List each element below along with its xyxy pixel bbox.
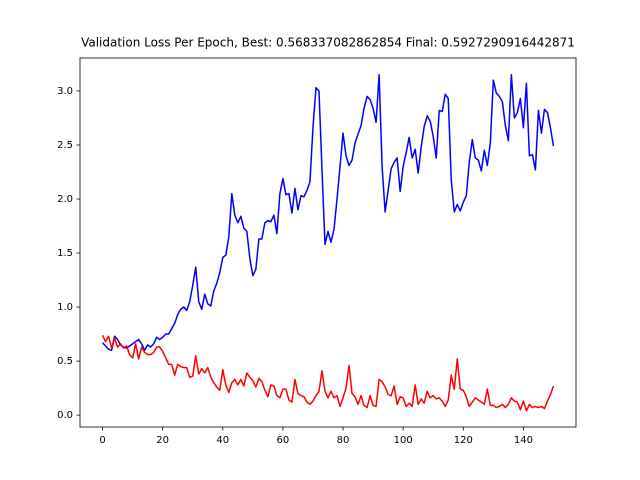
y-tick-label: 2.0 [57,194,73,205]
data-line [101,73,555,352]
x-tick-label: 100 [394,435,413,446]
x-tick-label: 20 [156,435,169,446]
y-tick-label: 2.5 [57,140,73,151]
x-tick-label: 120 [454,435,473,446]
x-tick-label: 40 [216,435,229,446]
x-tick-label: 80 [337,435,350,446]
axes-frame [79,57,577,428]
x-tick-label: 0 [99,435,105,446]
y-tick-label: 1.5 [57,248,73,259]
y-tick-label: 0.0 [57,410,73,421]
data-line [101,334,555,412]
y-tick-label: 1.0 [57,302,73,313]
y-tick-label: 0.5 [57,356,73,367]
chart-title: Validation Loss Per Epoch, Best: 0.56833… [81,36,575,50]
x-tick-label: 140 [514,435,533,446]
y-tick-label: 3.0 [57,86,73,97]
x-tick-label: 60 [277,435,290,446]
